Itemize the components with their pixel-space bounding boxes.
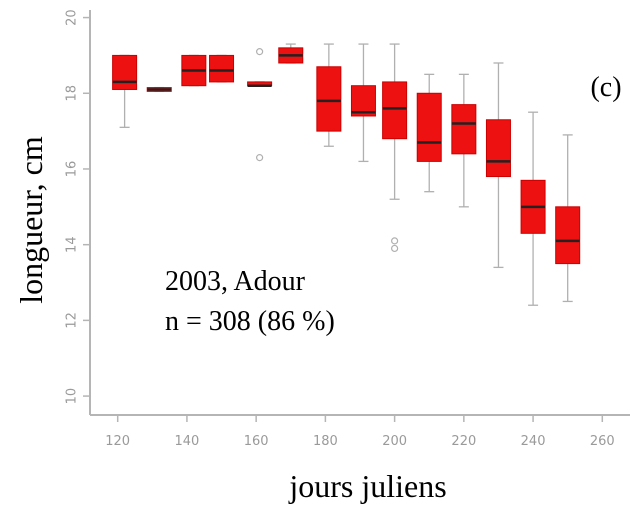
x-tick-label: 160 bbox=[244, 434, 269, 449]
outlier-point bbox=[391, 237, 399, 245]
box-14 bbox=[555, 134, 581, 303]
box-body bbox=[485, 119, 511, 178]
outlier-point bbox=[391, 244, 399, 253]
boxes-layer bbox=[112, 43, 581, 306]
annotation-line-2: n = 308 (86 %) bbox=[165, 306, 335, 337]
box-4 bbox=[209, 54, 235, 83]
box-8 bbox=[350, 43, 376, 163]
x-axis-title: jours juliens bbox=[288, 468, 446, 504]
box-body bbox=[416, 92, 442, 162]
box-10 bbox=[416, 73, 442, 193]
x-tick-label: 140 bbox=[175, 434, 200, 449]
y-tick-label: 20 bbox=[65, 9, 80, 26]
y-axis-title: longueur, cm bbox=[13, 136, 49, 304]
plot-frame bbox=[89, 10, 630, 416]
ticks-layer: 120 140 160 180 200 220 240 260 10 12 14 16 18 20 bbox=[65, 9, 615, 449]
x-tick-label: 220 bbox=[451, 434, 476, 449]
box-body bbox=[451, 104, 477, 155]
box-12 bbox=[485, 62, 511, 269]
box-13 bbox=[520, 111, 546, 306]
box-3 bbox=[181, 54, 207, 87]
x-tick-label: 180 bbox=[313, 434, 338, 449]
outlier-point bbox=[256, 48, 264, 56]
x-tick-label: 260 bbox=[590, 434, 615, 449]
box-1 bbox=[112, 54, 138, 128]
box-body bbox=[555, 206, 581, 265]
box-6 bbox=[278, 43, 304, 64]
x-tick-label: 120 bbox=[105, 434, 130, 449]
box-body bbox=[316, 66, 342, 132]
y-tick-label: 18 bbox=[65, 85, 80, 102]
y-tick-label: 10 bbox=[65, 388, 80, 405]
box-9 bbox=[382, 43, 408, 253]
outlier-point bbox=[256, 154, 264, 162]
annotation-line-1: 2003, Adour bbox=[165, 266, 306, 297]
x-tick-label: 200 bbox=[382, 434, 407, 449]
box-body bbox=[209, 54, 235, 83]
y-tick-label: 12 bbox=[65, 312, 80, 329]
panel-label: (c) bbox=[590, 72, 621, 103]
x-tick-label: 240 bbox=[521, 434, 546, 449]
box-body bbox=[382, 81, 408, 140]
y-tick-label: 14 bbox=[65, 236, 80, 253]
box-2 bbox=[146, 86, 172, 93]
box-body bbox=[112, 54, 138, 90]
box-body bbox=[350, 85, 376, 117]
box-11 bbox=[451, 73, 477, 208]
y-tick-label: 16 bbox=[65, 161, 80, 178]
box-5 bbox=[247, 48, 273, 162]
box-7 bbox=[316, 43, 342, 147]
